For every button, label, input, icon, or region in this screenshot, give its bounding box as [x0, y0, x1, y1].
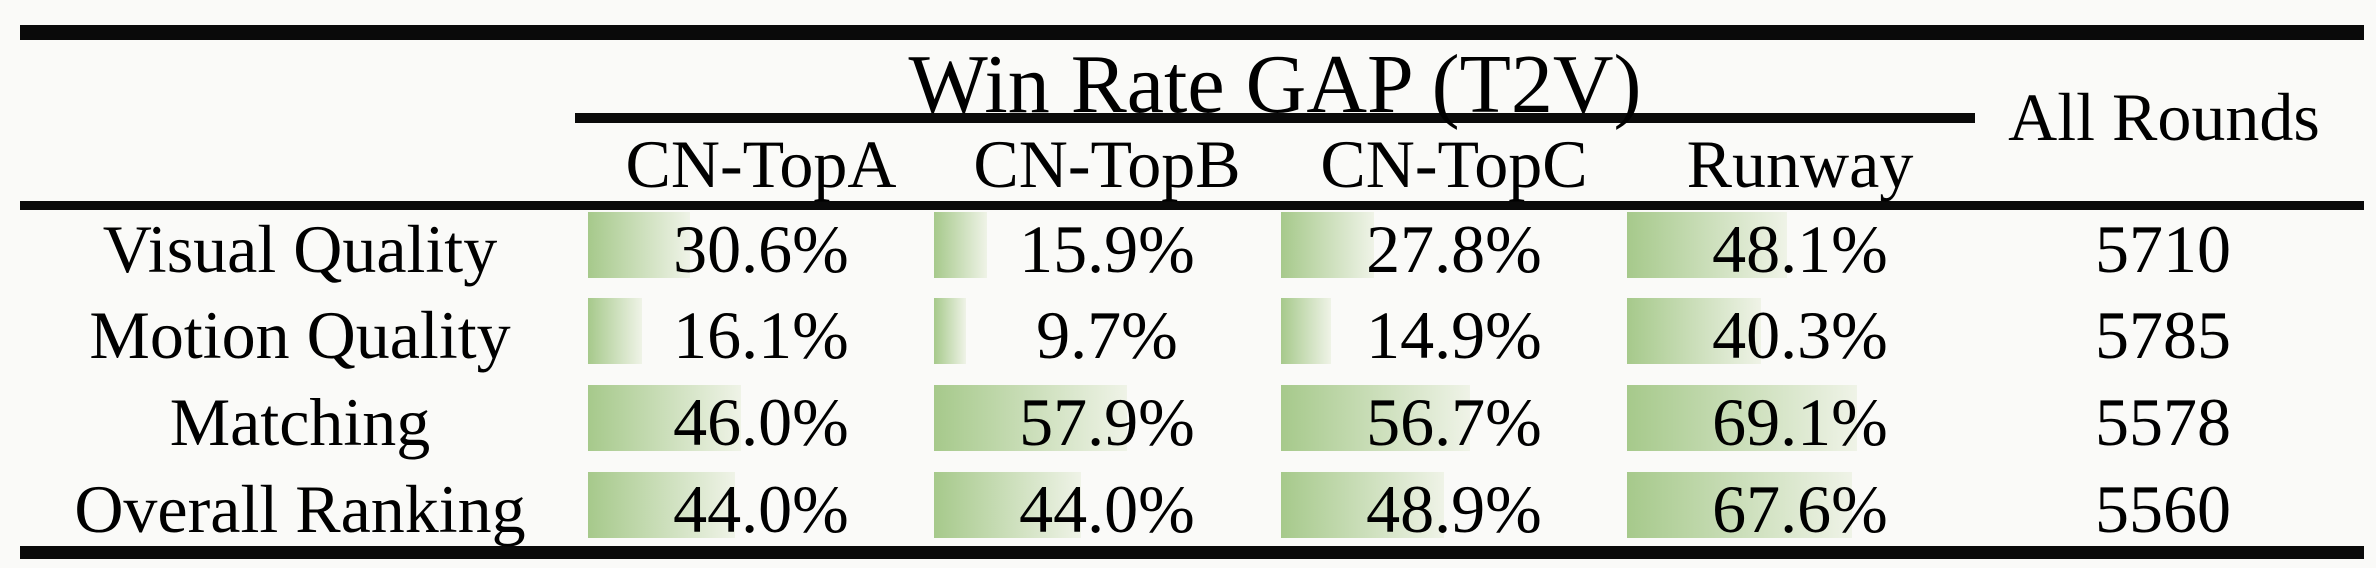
cell-value: 30.6%: [673, 211, 849, 287]
table-group-title: Win Rate GAP (T2V): [908, 38, 1642, 131]
databar: [588, 298, 642, 364]
databar: [934, 212, 987, 278]
row-label-motion-quality: Motion Quality: [89, 297, 511, 373]
databar: [1281, 472, 1444, 538]
databar: [1281, 212, 1374, 278]
table-top-rule: [20, 25, 2364, 40]
cell-value: 44.0%: [1019, 471, 1195, 547]
all-rounds-value: 5578: [2095, 384, 2231, 460]
cell-value: 56.7%: [1366, 384, 1542, 460]
column-header-cn-topa: CN-TopA: [625, 126, 897, 202]
cell-value: 57.9%: [1019, 384, 1195, 460]
cell-value: 44.0%: [673, 471, 849, 547]
databar: [588, 212, 690, 278]
databar: [934, 472, 1081, 538]
databar: [1627, 385, 1857, 451]
databar: [588, 472, 735, 538]
cell-value: 16.1%: [673, 297, 849, 373]
cell-value: 27.8%: [1366, 211, 1542, 287]
cell-value: 14.9%: [1366, 297, 1542, 373]
table-bottom-rule: [20, 546, 2364, 559]
databar: [1627, 212, 1787, 278]
column-header-runway: Runway: [1686, 126, 1914, 202]
column-header-cn-topb: CN-TopB: [973, 126, 1241, 202]
all-rounds-value: 5785: [2095, 297, 2231, 373]
cell-value: 48.1%: [1712, 211, 1888, 287]
databar: [1281, 298, 1331, 364]
cell-value: 40.3%: [1712, 297, 1888, 373]
cell-value: 15.9%: [1019, 211, 1195, 287]
cell-value: 9.7%: [1036, 297, 1178, 373]
databar: [1281, 385, 1470, 451]
header-bottom-rule: [20, 201, 2364, 210]
cell-value: 46.0%: [673, 384, 849, 460]
row-label-visual-quality: Visual Quality: [102, 211, 498, 287]
all-rounds-column-header: All Rounds: [2008, 79, 2320, 155]
row-label-overall-ranking: Overall Ranking: [74, 471, 526, 547]
all-rounds-value: 5710: [2095, 211, 2231, 287]
databar: [1627, 472, 1852, 538]
gap-group-underline-rule: [575, 113, 1975, 123]
databar: [588, 385, 741, 451]
databar: [934, 385, 1127, 451]
all-rounds-value: 5560: [2095, 471, 2231, 547]
cell-value: 67.6%: [1712, 471, 1888, 547]
column-header-cn-topc: CN-TopC: [1320, 126, 1588, 202]
databar: [1627, 298, 1761, 364]
cell-value: 69.1%: [1712, 384, 1888, 460]
cell-value: 48.9%: [1366, 471, 1542, 547]
row-label-matching: Matching: [169, 384, 431, 460]
databar: [934, 298, 966, 364]
